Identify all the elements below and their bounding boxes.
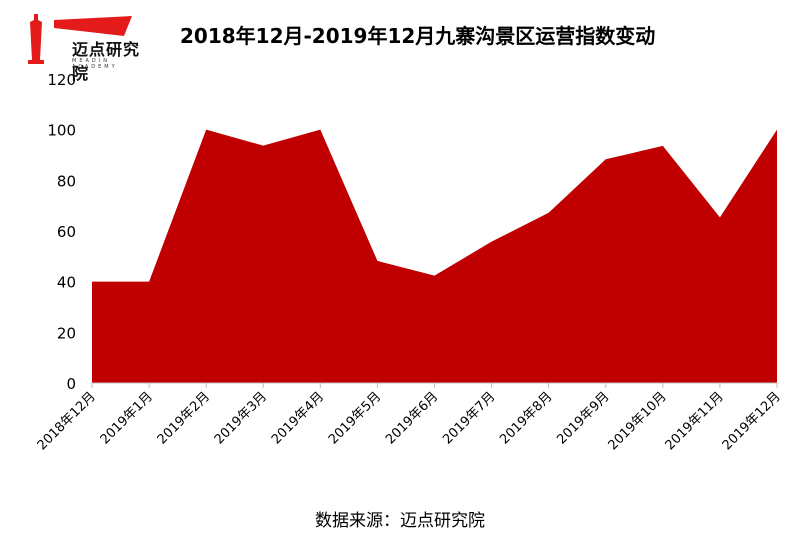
y-tick-label: 0 bbox=[66, 375, 76, 393]
source-note: 数据来源：迈点研究院 bbox=[315, 511, 485, 531]
chart-title: 2018年12月-2019年12月九寨沟景区运营指数变动 bbox=[180, 24, 656, 48]
y-tick-label: 40 bbox=[57, 274, 76, 292]
x-tick-label: 2019年12月 bbox=[720, 389, 784, 453]
x-tick-label: 2019年10月 bbox=[606, 389, 670, 453]
x-tick-label: 2019年3月 bbox=[212, 389, 270, 447]
area-series bbox=[92, 129, 777, 383]
area-chart: 0204060801001202018年12月2019年1月2019年2月201… bbox=[35, 71, 784, 453]
lighthouse-logo-icon bbox=[28, 14, 132, 64]
x-tick-label: 2019年1月 bbox=[98, 389, 156, 447]
y-tick-label: 120 bbox=[47, 71, 76, 89]
y-tick-label: 100 bbox=[47, 122, 76, 140]
x-tick-label: 2019年11月 bbox=[663, 389, 727, 453]
y-tick-label: 80 bbox=[57, 172, 76, 190]
x-tick-label: 2019年7月 bbox=[440, 389, 498, 447]
logo-text: 迈点研究院 bbox=[72, 40, 141, 83]
x-tick-label: 2019年8月 bbox=[497, 389, 555, 447]
y-tick-label: 20 bbox=[57, 324, 76, 342]
logo-subtext: MEADIN ACADEMY bbox=[72, 58, 118, 70]
x-tick-label: 2019年9月 bbox=[554, 389, 612, 447]
x-tick-label: 2019年5月 bbox=[326, 389, 384, 447]
logo: 迈点研究院 MEADIN ACADEMY bbox=[20, 8, 150, 83]
x-tick-label: 2018年12月 bbox=[35, 389, 99, 453]
y-tick-label: 60 bbox=[57, 223, 76, 241]
x-tick-label: 2019年2月 bbox=[155, 389, 213, 447]
x-tick-label: 2019年4月 bbox=[269, 389, 327, 447]
x-tick-label: 2019年6月 bbox=[383, 389, 441, 447]
